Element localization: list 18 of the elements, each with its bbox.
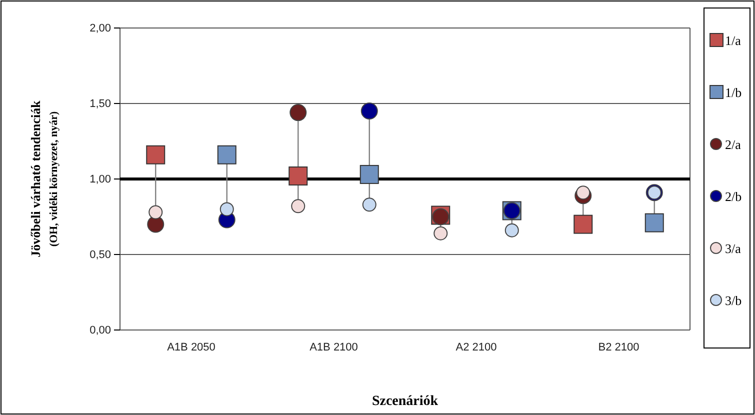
x-axis-title: Szcenáriók	[372, 394, 438, 409]
legend-label: 2/a	[725, 137, 742, 152]
y-tick-label: 1,00	[90, 174, 111, 186]
legend-label: 1/a	[725, 33, 742, 48]
y-tick-label: 1,50	[90, 98, 111, 110]
legend-label: 2/b	[725, 189, 742, 204]
legend-label: 3/a	[725, 241, 742, 256]
y-tick-label: 2,00	[90, 22, 111, 35]
y-tick-label: 0,00	[90, 324, 111, 337]
y-axis-title: Jövőbeli várható tendenciák	[28, 100, 43, 258]
legend-label: 1/b	[725, 85, 742, 100]
legend-label: 3/b	[725, 293, 742, 308]
x-tick-label: A2 2100	[456, 342, 497, 354]
x-tick-label: B2 2100	[598, 342, 640, 354]
text: (OH, vidéki környezet, nyár)	[48, 110, 60, 247]
x-tick-label: A1B 2100	[310, 342, 358, 354]
x-tick-label: A1B 2050	[167, 342, 216, 354]
y-tick-label: 0,50	[90, 249, 111, 262]
